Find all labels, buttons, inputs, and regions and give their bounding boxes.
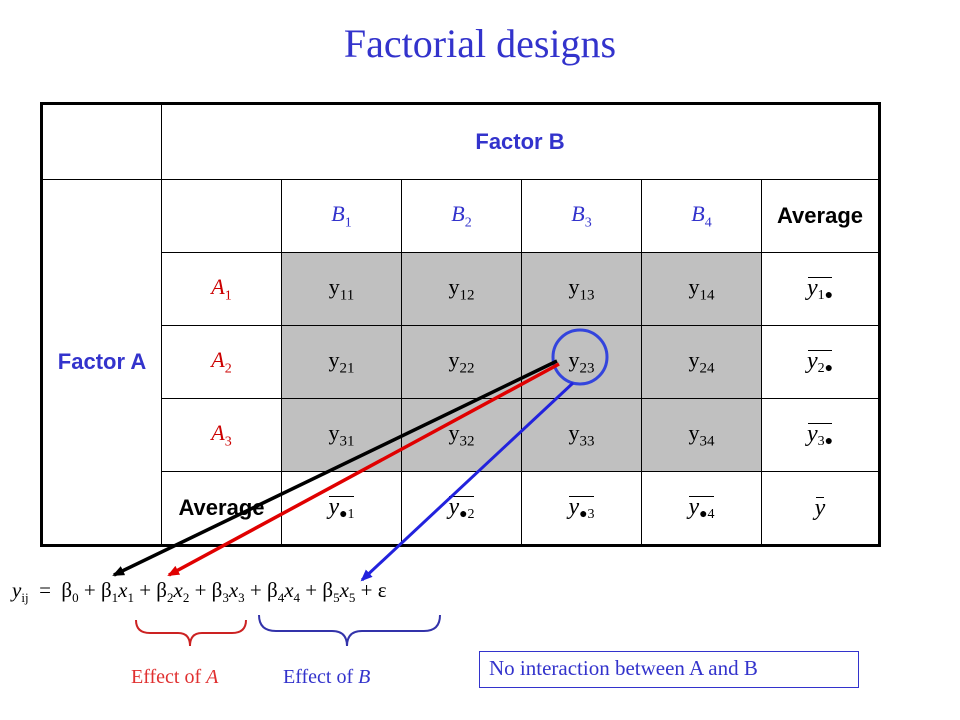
interaction-note: No interaction between A and B <box>479 651 859 688</box>
cell-y13: y13 <box>521 252 642 326</box>
factorial-table: Factor B Factor A B1 B2 B3 B4 Average A1… <box>40 102 881 547</box>
col-level-b2: B2 <box>401 179 522 253</box>
factor-b-header: Factor B <box>161 103 880 180</box>
cell-y12: y12 <box>401 252 522 326</box>
term-0: β0 <box>61 578 79 606</box>
term-5: β5x5 <box>322 578 356 606</box>
black-arrow <box>112 359 558 577</box>
row-average-1: y1● <box>761 252 880 326</box>
term-3: β3x3 <box>211 578 245 606</box>
row-average-2: y2● <box>761 325 880 399</box>
average-col-header: Average <box>761 179 880 253</box>
cell-y32: y32 <box>401 398 522 472</box>
red-arrow <box>167 362 560 577</box>
brace-effect-b <box>258 614 441 647</box>
grand-average: y <box>761 471 880 546</box>
brace-effect-a <box>135 619 247 647</box>
col-level-b1: B1 <box>281 179 402 253</box>
col-average-4: y●4 <box>641 471 762 546</box>
term-4: β4x4 <box>267 578 301 606</box>
cell-y34: y34 <box>641 398 762 472</box>
average-row-header: Average <box>161 471 282 546</box>
error-term: ε <box>377 578 387 602</box>
row-average-3: y3● <box>761 398 880 472</box>
empty-cell <box>161 179 282 253</box>
term-1: β1x1 <box>100 578 134 606</box>
cell-y23: y23 <box>521 325 642 399</box>
row-level-a2: A2 <box>161 325 282 399</box>
cell-y21: y21 <box>281 325 402 399</box>
effect-a-label: Effect of A <box>131 666 219 688</box>
term-2: β2x2 <box>156 578 190 606</box>
page-title: Factorial designs <box>343 21 617 66</box>
cell-y14: y14 <box>641 252 762 326</box>
blue-arrow <box>360 381 575 582</box>
effect-b-label: Effect of B <box>283 666 371 688</box>
highlight-circle <box>551 328 609 386</box>
regression-equation: yij = β0 + β1x1 + β2x2 + β3x3 + β4x4 + β… <box>12 578 387 606</box>
